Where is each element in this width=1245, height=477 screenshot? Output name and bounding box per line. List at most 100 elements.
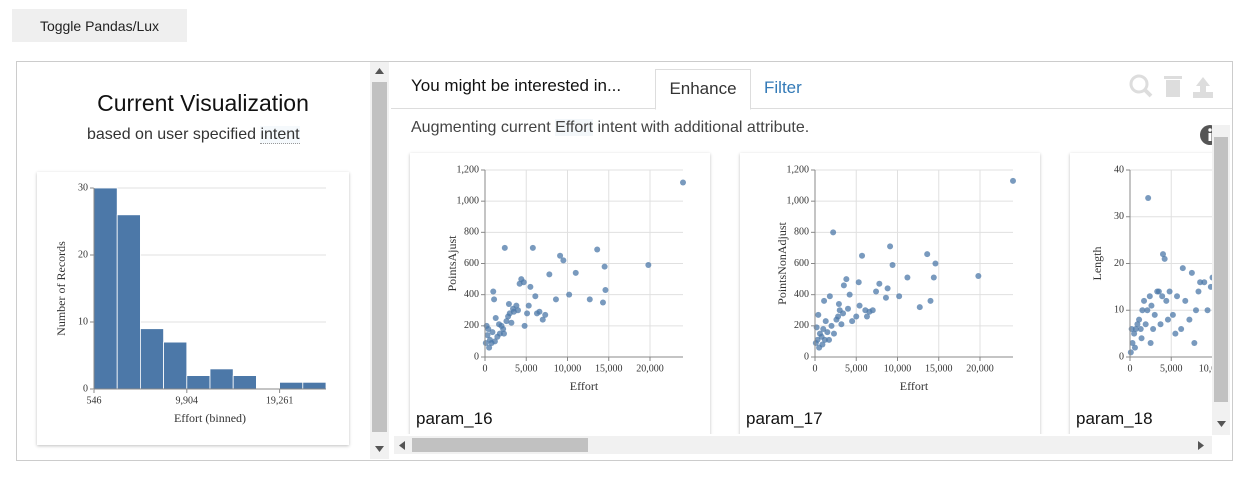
point	[843, 276, 850, 283]
x-tick-label: 20,000	[966, 363, 994, 374]
point	[527, 283, 534, 290]
lux-widget	[16, 61, 1233, 461]
point	[1131, 344, 1138, 351]
point	[930, 274, 937, 281]
point	[1010, 177, 1016, 184]
vis-card[interactable]: 0 200 400 600 800 1,000 1,200 0 5,000 10,000 15,00…	[740, 153, 1040, 434]
point	[1129, 339, 1136, 346]
point	[859, 252, 866, 259]
tab[interactable]: Enhance	[655, 69, 751, 110]
point	[1182, 297, 1189, 304]
vis-card[interactable]: 01020304005,00010,00015,00020,000EffortL…	[1070, 153, 1212, 434]
description-text: Augmenting current	[411, 119, 551, 136]
y-tick-label: 200	[794, 320, 809, 331]
description: Augmenting current Effort intent with ad…	[411, 119, 809, 137]
scatter-chart: 0 200 400 600 800 1,000 1,200 0 5,000 10,000 15,00…	[775, 164, 1016, 393]
point	[816, 330, 823, 337]
bar	[186, 375, 211, 390]
y-axis-label: PointsAjust	[445, 235, 459, 292]
point	[1148, 302, 1155, 309]
vis-card[interactable]: 0 200 400 600 800 1,000 1,200 0 5,000 10,000 15,00…	[410, 153, 710, 434]
scatter-chart: 01020304005,00010,00015,00020,000EffortL…	[1090, 164, 1212, 374]
bottom-scrollbar[interactable]	[394, 436, 1212, 454]
point	[862, 307, 869, 314]
x-tick-label: 20,000	[636, 363, 664, 374]
point	[833, 316, 840, 323]
y-tick-label: 1,200	[787, 164, 810, 175]
y-tick-label: 1,000	[457, 195, 480, 206]
tab-bar: You might be interested in... Enhance Fi…	[391, 62, 1232, 110]
right-scrollbar[interactable]	[1212, 125, 1230, 435]
point	[856, 302, 863, 309]
point	[846, 291, 853, 298]
point	[601, 263, 608, 270]
scroll-up[interactable]	[375, 68, 384, 74]
y-tick-label: 1,000	[787, 195, 810, 206]
point	[826, 336, 833, 343]
point	[887, 243, 894, 250]
scroll-right[interactable]	[1198, 441, 1204, 450]
point	[1197, 279, 1204, 286]
scroll-left[interactable]	[399, 441, 405, 450]
tab[interactable]: Filter	[764, 78, 802, 97]
point	[501, 244, 508, 251]
left-scrollbar[interactable]	[370, 62, 389, 459]
intent-link[interactable]: intent	[260, 126, 300, 144]
x-tick-label: 546	[87, 395, 102, 406]
bar	[232, 375, 257, 390]
recommendations: 0 200 400 600 800 1,000 1,200 0 5,000 10,000 15,00…	[395, 146, 1212, 434]
point	[1139, 307, 1146, 314]
point	[828, 322, 835, 329]
y-axis-label: PointsNonAdjust	[775, 221, 789, 304]
x-axis-label: Effort (binned)	[174, 411, 246, 425]
histogram-card: 0 10 20 30 546 9,904 19,261 Effort (binned) Numb…	[37, 172, 349, 445]
point	[873, 288, 880, 295]
scroll-down[interactable]	[375, 446, 384, 452]
toggle-button[interactable]: Toggle Pandas/Lux	[12, 9, 187, 42]
point	[516, 280, 523, 287]
point	[845, 305, 851, 312]
point	[524, 310, 531, 317]
point	[546, 271, 553, 278]
point	[490, 288, 497, 295]
vis-title: param_18	[1076, 409, 1153, 428]
y-tick-label: 30	[78, 182, 88, 193]
point	[496, 321, 503, 328]
scroll-down[interactable]	[1217, 421, 1226, 427]
point	[510, 305, 517, 312]
x-axis-label: Effort	[570, 379, 599, 393]
point	[508, 319, 515, 326]
point	[505, 301, 512, 308]
point	[821, 297, 828, 304]
y-tick-label: 10	[78, 316, 88, 327]
y-tick-label: 800	[464, 227, 479, 238]
point	[486, 336, 493, 343]
point	[503, 318, 510, 325]
point	[1186, 316, 1193, 323]
point	[1145, 195, 1152, 202]
point	[932, 260, 939, 267]
scatter-chart: 0 200 400 600 800 1,000 1,200 0 5,000 10,000 15,00…	[445, 164, 686, 393]
point	[916, 304, 923, 311]
left-panel: Current Visualization based on user spec…	[17, 62, 370, 459]
point	[572, 269, 579, 276]
point	[484, 332, 491, 339]
point	[876, 280, 883, 287]
point	[515, 307, 521, 314]
point	[815, 311, 822, 318]
y-tick-label: 0	[474, 351, 479, 362]
x-tick-label: 15,000	[595, 363, 623, 374]
x-tick-label: 5,000	[1160, 363, 1183, 374]
x-tick-label: 10,000	[884, 363, 912, 374]
y-tick-label: 400	[794, 289, 809, 300]
point	[594, 246, 601, 253]
point	[494, 333, 501, 340]
bar	[209, 368, 234, 390]
y-tick-label: 200	[464, 320, 479, 331]
point	[1144, 307, 1151, 314]
point	[529, 244, 536, 251]
point	[849, 318, 856, 325]
point	[482, 339, 489, 346]
point	[816, 344, 823, 351]
